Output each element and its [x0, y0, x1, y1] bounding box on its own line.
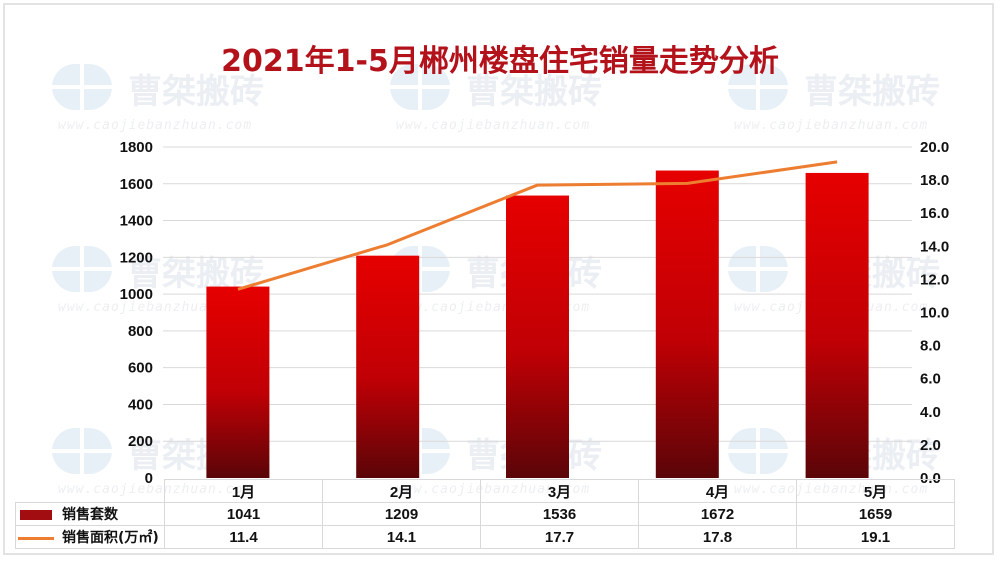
data-table-header-cell: 3月 — [480, 479, 639, 503]
data-cell: 1041 — [164, 502, 323, 526]
bar — [356, 255, 420, 478]
data-cell: 1672 — [638, 502, 797, 526]
watermark-url: www.caojiebanzhuan.com — [58, 118, 253, 133]
left-axis-tick: 1400 — [120, 213, 153, 230]
left-axis-ticks: 0 200 400 600 800 1000 1200 1400 1600 1800 — [120, 139, 153, 487]
watermark-logo-icon — [728, 246, 788, 292]
watermark-url: www.caojiebanzhuan.com — [396, 118, 591, 133]
right-axis-tick: 18.0 — [920, 172, 949, 189]
left-axis-tick: 400 — [128, 396, 153, 413]
left-axis-tick: 600 — [128, 360, 153, 377]
right-axis-tick: 4.0 — [920, 404, 941, 421]
data-table-header-row: 1月 2月 3月 4月 5月 — [16, 479, 955, 503]
data-cell: 14.1 — [322, 525, 481, 549]
bar-series-sales-units — [206, 170, 869, 478]
watermark-logo-icon — [52, 64, 112, 110]
data-table: 1月 2月 3月 4月 5月 销售套数 1041 1209 1536 1672 … — [15, 479, 955, 549]
data-table-header-cell: 5月 — [796, 479, 955, 503]
watermark-logo-icon — [52, 428, 112, 474]
chart-title: 2021年1-5月郴州楼盘住宅销量走势分析 — [221, 44, 779, 79]
right-axis-tick: 12.0 — [920, 271, 949, 288]
left-axis-tick: 1200 — [120, 249, 153, 266]
legend-units: 销售套数 — [15, 502, 165, 526]
left-axis-tick: 200 — [128, 433, 153, 450]
legend-bar-swatch-icon — [20, 510, 52, 520]
watermark-logo-icon — [52, 246, 112, 292]
left-axis-tick: 1800 — [120, 139, 153, 156]
right-axis-tick: 8.0 — [920, 338, 941, 355]
data-cell: 1536 — [480, 502, 639, 526]
legend-label: 销售面积(万㎡) — [62, 530, 159, 546]
line-series-sales-area — [237, 160, 838, 291]
data-table-header-cell: 1月 — [164, 479, 323, 503]
bar — [805, 172, 869, 478]
left-axis-tick: 1600 — [120, 176, 153, 193]
left-axis-tick: 1000 — [120, 286, 153, 303]
watermark-logo-icon — [728, 428, 788, 474]
bar — [655, 170, 719, 478]
right-axis-tick: 2.0 — [920, 437, 941, 454]
data-cell: 17.8 — [638, 525, 797, 549]
watermark-url: www.caojiebanzhuan.com — [58, 300, 253, 315]
bar — [206, 286, 270, 478]
left-axis-tick: 800 — [128, 323, 153, 340]
legend-area: 销售面积(万㎡) — [15, 525, 165, 549]
right-axis-tick: 20.0 — [920, 139, 949, 156]
watermark-text: 曹桀搬砖 — [804, 72, 940, 112]
right-axis-tick: 6.0 — [920, 371, 941, 388]
bar — [506, 195, 569, 478]
legend-label: 销售套数 — [62, 507, 118, 523]
legend-line-swatch-icon — [18, 536, 54, 540]
data-table-header-cell: 4月 — [638, 479, 797, 503]
data-cell: 19.1 — [796, 525, 955, 549]
right-axis-tick: 14.0 — [920, 238, 949, 255]
right-axis-ticks: 0.02.04.06.08.010.012.014.016.018.020.0 — [920, 139, 949, 487]
data-table-row-area: 销售面积(万㎡) 11.4 14.1 17.7 17.8 19.1 — [15, 525, 955, 549]
data-table-row-units: 销售套数 1041 1209 1536 1672 1659 — [15, 502, 955, 526]
watermark-url: www.caojiebanzhuan.com — [734, 118, 929, 133]
data-cell: 17.7 — [480, 525, 639, 549]
data-table-header-cell: 2月 — [322, 479, 481, 503]
watermark-logo-icon — [390, 64, 450, 110]
watermark-logo-icon — [728, 64, 788, 110]
right-axis-tick: 16.0 — [920, 205, 949, 222]
data-cell: 11.4 — [164, 525, 323, 549]
right-axis-tick: 10.0 — [920, 305, 949, 322]
left-axis-tick: 0 — [145, 470, 153, 487]
data-table-corner — [16, 480, 165, 503]
data-cell: 1209 — [322, 502, 481, 526]
watermark-text: 曹桀搬砖 — [466, 72, 602, 112]
watermark-text: 曹桀搬砖 — [128, 72, 264, 112]
data-cell: 1659 — [796, 502, 955, 526]
